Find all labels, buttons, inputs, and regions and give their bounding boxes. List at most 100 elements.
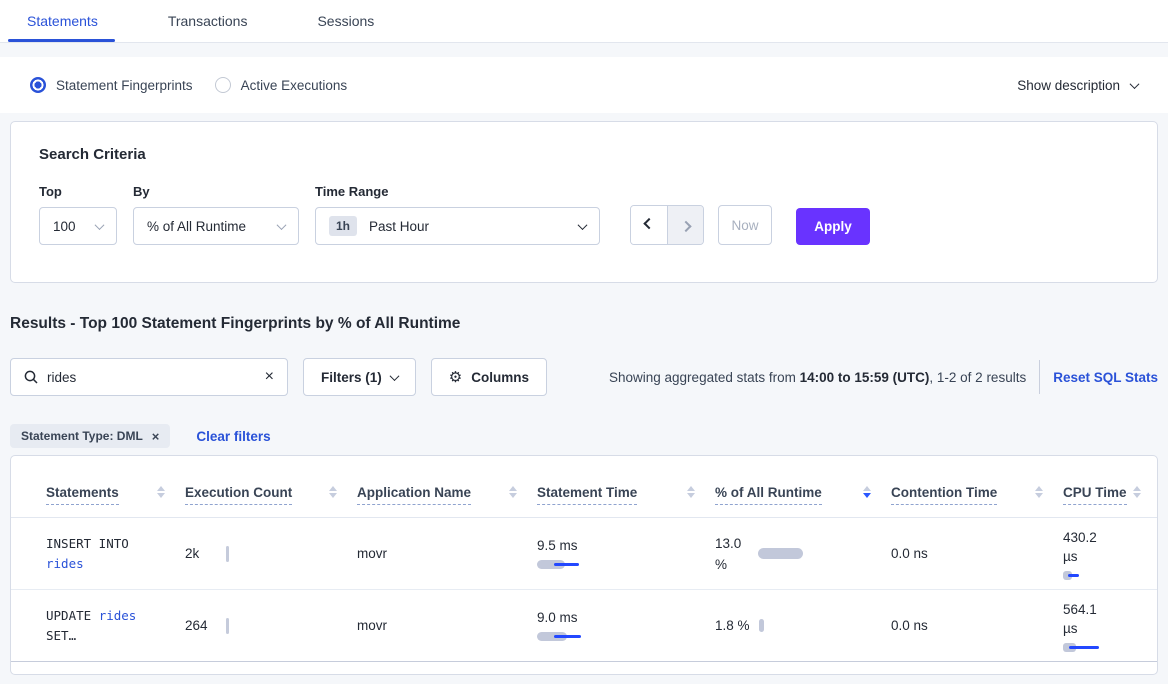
remove-filter-icon[interactable]: ×	[151, 428, 160, 444]
chevron-down-icon	[1129, 78, 1140, 89]
filter-chip-statement-type[interactable]: Statement Type: DML ×	[10, 424, 171, 448]
search-criteria-title: Search Criteria	[39, 146, 146, 163]
tab-transactions[interactable]: Transactions	[168, 0, 248, 42]
radio-statement-fingerprints[interactable]: Statement Fingerprints	[30, 77, 193, 93]
by-select[interactable]: % of All Runtime	[133, 207, 299, 245]
column-header-cpu-time[interactable]: CPU Time	[1063, 485, 1143, 505]
gear-icon: ⚙	[448, 368, 463, 386]
contention-time-cell: 0.0 ns	[891, 546, 928, 561]
sort-icon[interactable]	[1133, 486, 1141, 505]
stats-time-range: 14:00 to 15:59 (UTC)	[799, 369, 930, 385]
search-criteria-card: Search Criteria Top 100 By % of All Runt…	[10, 121, 1158, 283]
chevron-down-icon	[577, 219, 588, 230]
show-description-label: Show description	[1017, 77, 1120, 93]
column-header-contention-time[interactable]: Contention Time	[891, 485, 1063, 505]
next-time-range-button[interactable]	[667, 206, 703, 244]
time-range-label: Time Range	[315, 184, 389, 199]
radio-active-executions-label: Active Executions	[240, 77, 348, 93]
statement-time-cell: 9.0 ms	[537, 610, 715, 641]
view-mode-bar: Statement Fingerprints Active Executions…	[0, 57, 1168, 113]
statement-cell: UPDATE rides SET…	[46, 607, 137, 643]
column-header-statement-time[interactable]: Statement Time	[537, 485, 715, 505]
search-criteria-form: Top 100 By % of All Runtime Time Range 1…	[39, 184, 1129, 245]
aggregated-stats-text: Showing aggregated stats from 14:00 to 1…	[609, 369, 1027, 385]
statement-search-box: ×	[10, 358, 288, 396]
chevron-down-icon	[389, 370, 400, 381]
filters-button-label: Filters (1)	[321, 369, 382, 385]
radio-selected-icon	[30, 77, 46, 93]
clear-search-icon[interactable]: ×	[264, 368, 274, 385]
percent-runtime-cell: 1.8 %	[715, 618, 891, 633]
column-header-execution-count[interactable]: Execution Count	[185, 485, 357, 505]
statements-table: Statements Execution Count Application N…	[10, 455, 1158, 675]
results-controls-row: × Filters (1) ⚙ Columns Showing aggregat…	[10, 358, 1158, 396]
percent-runtime-cell: 13.0 %	[715, 533, 891, 575]
sort-icon[interactable]	[509, 486, 517, 505]
statement-cell: INSERT INTO rides	[46, 535, 129, 571]
filter-chip-label: Statement Type: DML	[21, 429, 143, 443]
by-select-value: % of All Runtime	[147, 218, 247, 234]
previous-time-range-button[interactable]	[631, 206, 667, 244]
tab-transactions-label: Transactions	[167, 13, 248, 29]
statement-time-bar	[537, 560, 597, 569]
cpu-time-bar	[1063, 570, 1113, 580]
statement-fingerprint-link[interactable]: rides	[98, 607, 137, 623]
reset-sql-stats-link[interactable]: Reset SQL Stats	[1053, 369, 1158, 385]
sort-desc-active-icon[interactable]	[863, 486, 871, 505]
sort-icon[interactable]	[157, 486, 165, 505]
top-label: Top	[39, 184, 62, 199]
time-range-pager	[630, 205, 704, 245]
filters-button[interactable]: Filters (1)	[303, 358, 416, 396]
tab-statements[interactable]: Statements	[8, 0, 115, 42]
search-icon	[24, 370, 38, 384]
top-select-value: 100	[53, 218, 76, 234]
top-tab-bar: Statements Transactions Sessions	[0, 0, 1168, 43]
table-row: UPDATE rides SET… 264 movr 9.0 ms 1.8 % …	[11, 590, 1157, 662]
sort-icon[interactable]	[329, 486, 337, 505]
chevron-left-icon	[643, 217, 655, 230]
column-header-statements[interactable]: Statements	[46, 485, 185, 505]
column-header-percent-of-all-runtime[interactable]: % of All Runtime	[715, 485, 891, 505]
statement-time-cell: 9.5 ms	[537, 538, 715, 569]
show-description-toggle[interactable]: Show description	[1017, 77, 1140, 93]
columns-button-label: Columns	[471, 369, 529, 385]
tab-statements-label: Statements	[27, 13, 98, 29]
contention-time-cell: 0.0 ns	[891, 618, 928, 633]
by-label: By	[133, 184, 150, 199]
execution-count-bar	[226, 617, 229, 634]
cpu-time-cell: 564.1 µs	[1063, 600, 1143, 652]
percent-runtime-bar	[758, 548, 803, 559]
radio-unselected-icon	[214, 77, 231, 93]
radio-active-executions[interactable]: Active Executions	[214, 77, 348, 93]
column-header-application-name[interactable]: Application Name	[357, 485, 537, 505]
chevron-down-icon	[94, 219, 105, 230]
execution-count-cell: 264	[185, 617, 357, 634]
application-name-cell: movr	[357, 618, 387, 633]
chevron-down-icon	[276, 219, 287, 230]
table-row: INSERT INTO rides 2k movr 9.5 ms 13.0 % …	[11, 518, 1157, 590]
cpu-time-bar	[1063, 642, 1113, 652]
clear-filters-link[interactable]: Clear filters	[196, 428, 271, 444]
columns-button[interactable]: ⚙ Columns	[430, 358, 547, 396]
application-name-cell: movr	[357, 546, 387, 561]
now-button[interactable]: Now	[718, 205, 772, 245]
top-field: Top 100	[39, 184, 117, 245]
execution-count-bar	[226, 545, 229, 562]
sort-icon[interactable]	[687, 486, 695, 505]
apply-button[interactable]: Apply	[796, 208, 870, 245]
tab-sessions-label: Sessions	[317, 13, 375, 29]
time-range-select-value: Past Hour	[369, 218, 430, 234]
sort-icon[interactable]	[1035, 486, 1043, 505]
radio-statement-fingerprints-label: Statement Fingerprints	[56, 77, 193, 93]
results-heading: Results - Top 100 Statement Fingerprints…	[10, 315, 461, 332]
table-header-row: Statements Execution Count Application N…	[11, 456, 1157, 518]
vertical-divider	[1039, 360, 1041, 394]
active-filters-row: Statement Type: DML × Clear filters	[10, 424, 1158, 448]
chevron-right-icon	[679, 220, 692, 233]
search-input[interactable]	[47, 369, 265, 385]
tab-sessions[interactable]: Sessions	[317, 0, 374, 42]
percent-runtime-bar	[758, 619, 764, 632]
statement-fingerprint-link[interactable]: rides	[46, 555, 84, 571]
top-select[interactable]: 100	[39, 207, 117, 245]
time-range-select[interactable]: 1h Past Hour	[315, 207, 600, 245]
